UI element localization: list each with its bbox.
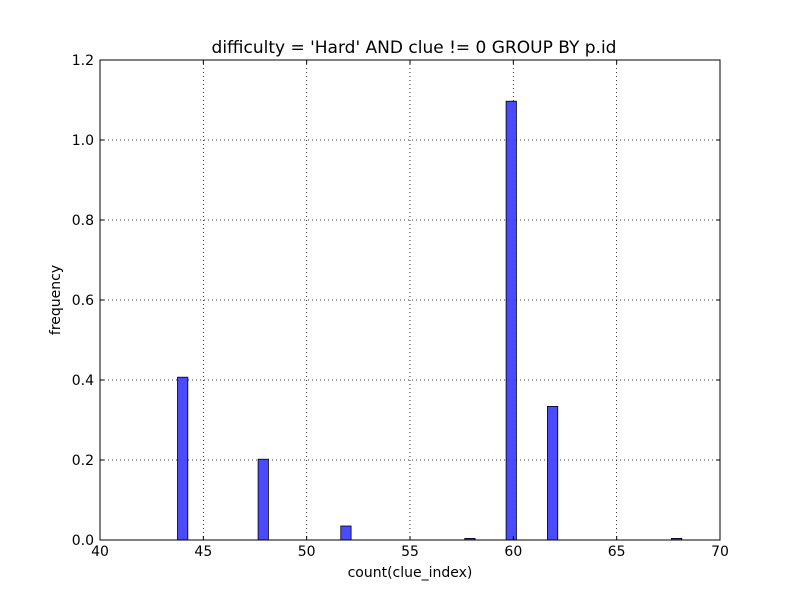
chart-title: difficulty = 'Hard' AND clue != 0 GROUP … [212, 38, 617, 58]
x-tick-label: 70 [711, 544, 729, 560]
y-tick-label: 0.0 [72, 533, 94, 549]
y-tick-label: 0.6 [72, 293, 94, 309]
histogram-bar [257, 458, 269, 541]
axis-ticks: 40 45 50 55 60 65 70 0.0 0.2 0.4 0.6 0.8 1.0 1.2 [72, 53, 729, 560]
y-tick-label: 0.2 [72, 453, 94, 469]
histogram-bar [505, 100, 517, 541]
x-tick-label: 55 [401, 544, 419, 560]
x-tick-label: 40 [91, 544, 109, 560]
x-tick-label: 45 [194, 544, 212, 560]
y-tick-label: 1.0 [72, 133, 94, 149]
y-tick-label: 0.4 [72, 373, 94, 389]
histogram-bar [340, 525, 352, 541]
y-axis-label: frequency [48, 265, 64, 335]
histogram-bar [547, 405, 559, 541]
x-tick-label: 50 [298, 544, 316, 560]
x-axis-label: count(clue_index) [348, 565, 473, 581]
y-tick-label: 1.2 [72, 53, 94, 69]
histogram-bar [177, 376, 189, 541]
x-tick-label: 60 [504, 544, 522, 560]
y-tick-label: 0.8 [72, 213, 94, 229]
x-tick-label: 65 [608, 544, 626, 560]
